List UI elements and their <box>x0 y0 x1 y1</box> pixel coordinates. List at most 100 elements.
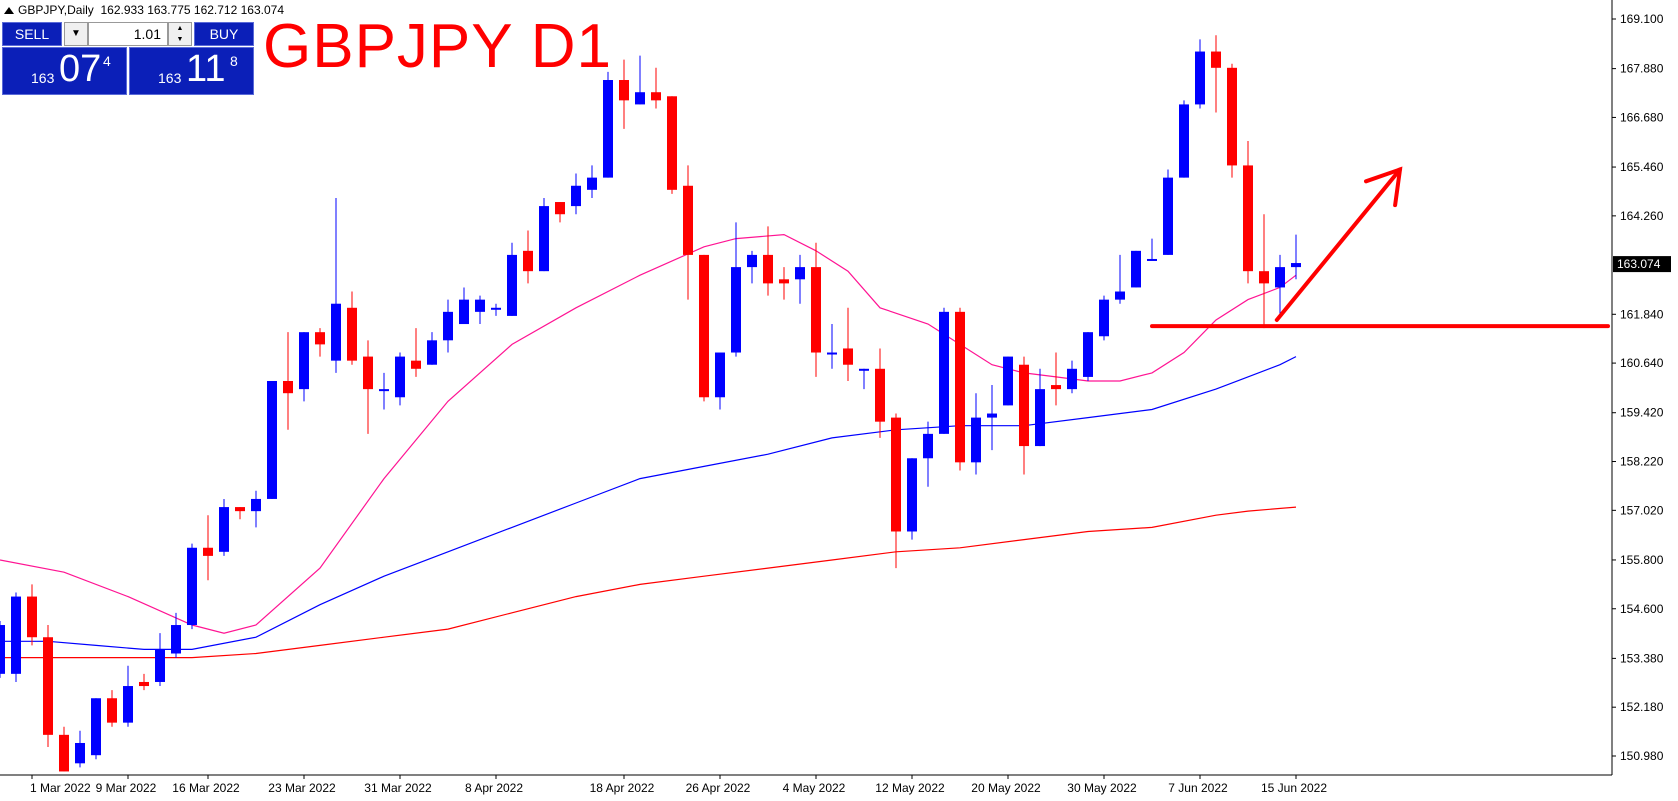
candle-body <box>0 625 5 674</box>
candle-body <box>1195 51 1205 105</box>
candle-body <box>155 649 165 682</box>
candle-body <box>699 254 709 398</box>
candle-body <box>251 498 261 512</box>
candle-body <box>1147 258 1157 261</box>
candle-body <box>1291 263 1301 268</box>
sell-price-main: 07 <box>59 48 102 90</box>
y-tick-label: 167.880 <box>1620 62 1664 76</box>
candle-body <box>651 92 661 101</box>
buy-price-prefix: 163 <box>158 70 182 86</box>
candle-body <box>379 389 389 392</box>
chart-title: GBPJPY D1 <box>263 12 613 81</box>
candle-body <box>955 311 965 463</box>
candle-body <box>1131 250 1141 288</box>
current-price-badge <box>1613 256 1671 273</box>
trend-arrow-head <box>1364 166 1403 208</box>
y-tick-label: 155.800 <box>1620 553 1664 567</box>
candle-body <box>779 279 789 284</box>
candle-body <box>971 417 981 463</box>
candle-body <box>1243 165 1253 272</box>
candle-body <box>171 625 181 654</box>
candle-body <box>923 433 933 459</box>
candle-body <box>939 311 949 434</box>
candle-body <box>731 267 741 353</box>
candle-body <box>11 596 21 674</box>
candle-body <box>59 734 69 772</box>
candle-body <box>107 698 117 723</box>
candle-body <box>571 185 581 207</box>
lot-size-input[interactable]: 1.01 <box>88 22 168 46</box>
lot-dropdown-button[interactable]: ▼ <box>64 22 88 46</box>
y-tick-label: 161.840 <box>1620 307 1664 321</box>
candle-body <box>331 303 341 361</box>
candle-body <box>283 380 293 394</box>
chart-header: GBPJPY,Daily 162.933 163.775 162.712 163… <box>4 3 284 17</box>
y-tick-label: 166.680 <box>1620 110 1664 124</box>
chevron-down-icon: ▼ <box>71 28 81 39</box>
candle-body <box>1035 389 1045 447</box>
candle-body <box>795 267 805 280</box>
lot-spinner[interactable]: ▲ ▼ <box>168 22 192 46</box>
y-tick-label: 159.420 <box>1620 406 1664 420</box>
x-tick-label: 26 Apr 2022 <box>686 781 751 795</box>
buy-button[interactable]: BUY <box>194 22 254 46</box>
x-tick-label: 23 Mar 2022 <box>268 781 336 795</box>
y-tick-label: 169.100 <box>1620 12 1664 26</box>
candle-body <box>907 458 917 532</box>
buy-price-sup: 8 <box>230 53 238 69</box>
sell-button[interactable]: SELL <box>2 22 62 46</box>
y-tick-label: 157.020 <box>1620 503 1664 517</box>
ma-slow-line <box>0 506 1297 659</box>
x-tick-label: 9 Mar 2022 <box>96 781 157 795</box>
candle-body <box>459 299 469 325</box>
ohlc-values: 162.933 163.775 162.712 163.074 <box>100 3 284 17</box>
candle-body <box>555 202 565 215</box>
spin-down-icon[interactable]: ▼ <box>176 36 184 43</box>
candle-body <box>235 507 245 512</box>
candle-body <box>859 368 869 371</box>
candle-body <box>1227 67 1237 166</box>
candle-body <box>475 299 485 312</box>
candle-body <box>667 96 677 190</box>
candle-body <box>443 311 453 341</box>
x-tick-label: 12 May 2022 <box>875 781 945 795</box>
x-tick-label: 8 Apr 2022 <box>465 781 523 795</box>
sell-price-sup: 4 <box>103 53 111 69</box>
candle-body <box>491 307 501 310</box>
candle-body <box>891 417 901 532</box>
buy-price-display[interactable]: 163 11 8 <box>129 47 254 95</box>
sell-price-display[interactable]: 163 07 4 <box>2 47 127 95</box>
spin-up-icon[interactable]: ▲ <box>176 25 184 32</box>
candle-body <box>843 348 853 365</box>
y-tick-label: 160.640 <box>1620 356 1664 370</box>
candle-body <box>619 80 629 101</box>
y-tick-label: 152.180 <box>1620 700 1664 714</box>
candle-body <box>875 368 885 422</box>
x-tick-label: 30 May 2022 <box>1067 781 1137 795</box>
candle-body <box>123 686 133 723</box>
candle-body <box>1003 356 1013 406</box>
candle-body <box>315 332 325 345</box>
candle-body <box>1259 271 1269 284</box>
candle-body <box>715 352 725 398</box>
y-tick-label: 150.980 <box>1620 749 1664 763</box>
candle-body <box>1051 385 1061 390</box>
candle-body <box>587 177 597 190</box>
y-tick-label: 154.600 <box>1620 602 1664 616</box>
candle-body <box>427 340 437 365</box>
symbol-info: GBPJPY,Daily <box>18 3 94 17</box>
candle-body <box>411 360 421 369</box>
candle-body <box>523 250 533 272</box>
candle-body <box>219 507 229 552</box>
candle-body <box>299 332 309 390</box>
candle-body <box>827 352 837 355</box>
candle-body <box>139 681 149 687</box>
x-tick-label: 4 May 2022 <box>783 781 846 795</box>
candle-body <box>1179 104 1189 178</box>
candle-body <box>747 254 757 268</box>
candle-body <box>635 92 645 105</box>
candle-body <box>347 307 357 361</box>
candle-body <box>539 206 549 272</box>
candle-body <box>507 254 517 316</box>
